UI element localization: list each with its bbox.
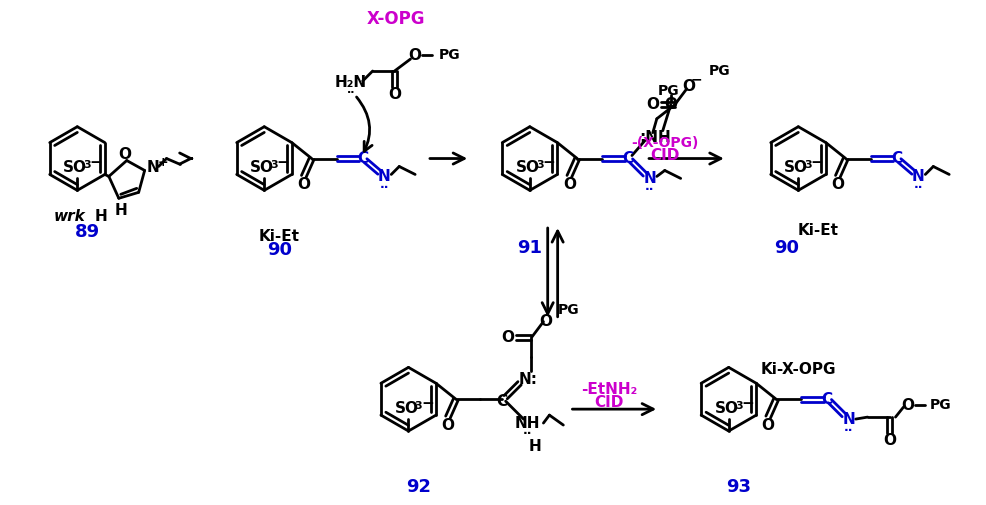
Text: CID: CID: [651, 148, 679, 163]
Text: −: −: [277, 155, 290, 170]
Text: SO: SO: [250, 160, 274, 175]
Text: N:: N:: [519, 372, 538, 387]
Text: 91: 91: [518, 239, 542, 257]
Text: ··: ··: [914, 181, 923, 194]
Text: H: H: [95, 209, 107, 224]
Text: 3: 3: [414, 401, 422, 411]
Text: −: −: [691, 72, 702, 86]
Text: ··: ··: [380, 181, 389, 194]
Text: C: C: [496, 394, 507, 409]
Text: 90: 90: [774, 239, 799, 257]
Text: 92: 92: [406, 478, 431, 496]
Text: −: −: [542, 155, 555, 170]
Text: ··: ··: [844, 424, 854, 436]
Text: O: O: [442, 418, 455, 433]
Text: O: O: [831, 177, 844, 192]
Text: Ki-Et: Ki-Et: [798, 223, 839, 238]
Text: PG: PG: [709, 64, 731, 78]
Text: O: O: [388, 87, 401, 103]
Text: C: C: [357, 151, 368, 166]
Text: -EtNH₂: -EtNH₂: [581, 382, 638, 397]
Text: :NH: :NH: [639, 130, 670, 145]
Text: N: N: [842, 412, 855, 427]
Text: O: O: [901, 397, 914, 413]
Text: 90: 90: [266, 241, 292, 259]
Text: −: −: [810, 155, 823, 170]
Text: H: H: [529, 439, 542, 455]
Text: 3: 3: [735, 401, 742, 411]
Text: O: O: [762, 418, 775, 433]
Text: SO: SO: [63, 160, 88, 175]
Text: PG: PG: [439, 48, 459, 62]
Text: Ki-Et: Ki-Et: [258, 229, 300, 243]
Text: Ki-X-OPG: Ki-X-OPG: [760, 362, 836, 377]
Text: X-OPG: X-OPG: [366, 10, 425, 28]
Text: N: N: [146, 160, 159, 175]
Text: O: O: [539, 314, 552, 329]
Text: 3: 3: [805, 161, 812, 171]
Text: O: O: [408, 47, 421, 63]
Text: O: O: [118, 147, 131, 162]
Text: N: N: [912, 169, 925, 184]
Text: O: O: [883, 433, 896, 448]
Text: SO: SO: [394, 400, 418, 416]
Text: C: C: [891, 151, 902, 166]
Text: ··: ··: [346, 88, 355, 98]
Text: PG: PG: [557, 302, 579, 317]
Text: PG: PG: [658, 84, 679, 98]
Text: −: −: [421, 395, 434, 411]
Text: ··: ··: [645, 183, 655, 196]
Text: PG: PG: [929, 398, 951, 412]
Text: O: O: [563, 177, 576, 192]
Text: wrk: wrk: [53, 209, 85, 224]
Text: 3: 3: [270, 161, 278, 171]
Text: O: O: [647, 97, 660, 112]
Text: CID: CID: [595, 395, 624, 410]
Text: H: H: [114, 203, 127, 218]
Text: H₂N: H₂N: [334, 75, 367, 90]
Text: SO: SO: [516, 160, 539, 175]
Text: NH: NH: [515, 416, 540, 431]
Text: N: N: [378, 169, 390, 184]
Text: 93: 93: [726, 478, 751, 496]
Text: O: O: [682, 79, 695, 94]
Text: −: −: [741, 395, 754, 411]
Text: ··: ··: [523, 427, 532, 439]
Text: 3: 3: [536, 161, 543, 171]
Text: O: O: [501, 330, 514, 345]
Text: N: N: [644, 171, 657, 186]
Text: O: O: [297, 177, 311, 192]
Text: −: −: [90, 155, 103, 170]
Text: -(X-OPG): -(X-OPG): [631, 136, 699, 149]
Text: SO: SO: [715, 400, 739, 416]
Text: +: +: [157, 156, 168, 169]
Text: C: C: [622, 151, 634, 166]
Text: 89: 89: [75, 223, 100, 241]
Text: SO: SO: [784, 160, 809, 175]
Text: C: C: [821, 392, 832, 407]
Text: O: O: [665, 97, 677, 112]
Text: 3: 3: [84, 161, 91, 171]
